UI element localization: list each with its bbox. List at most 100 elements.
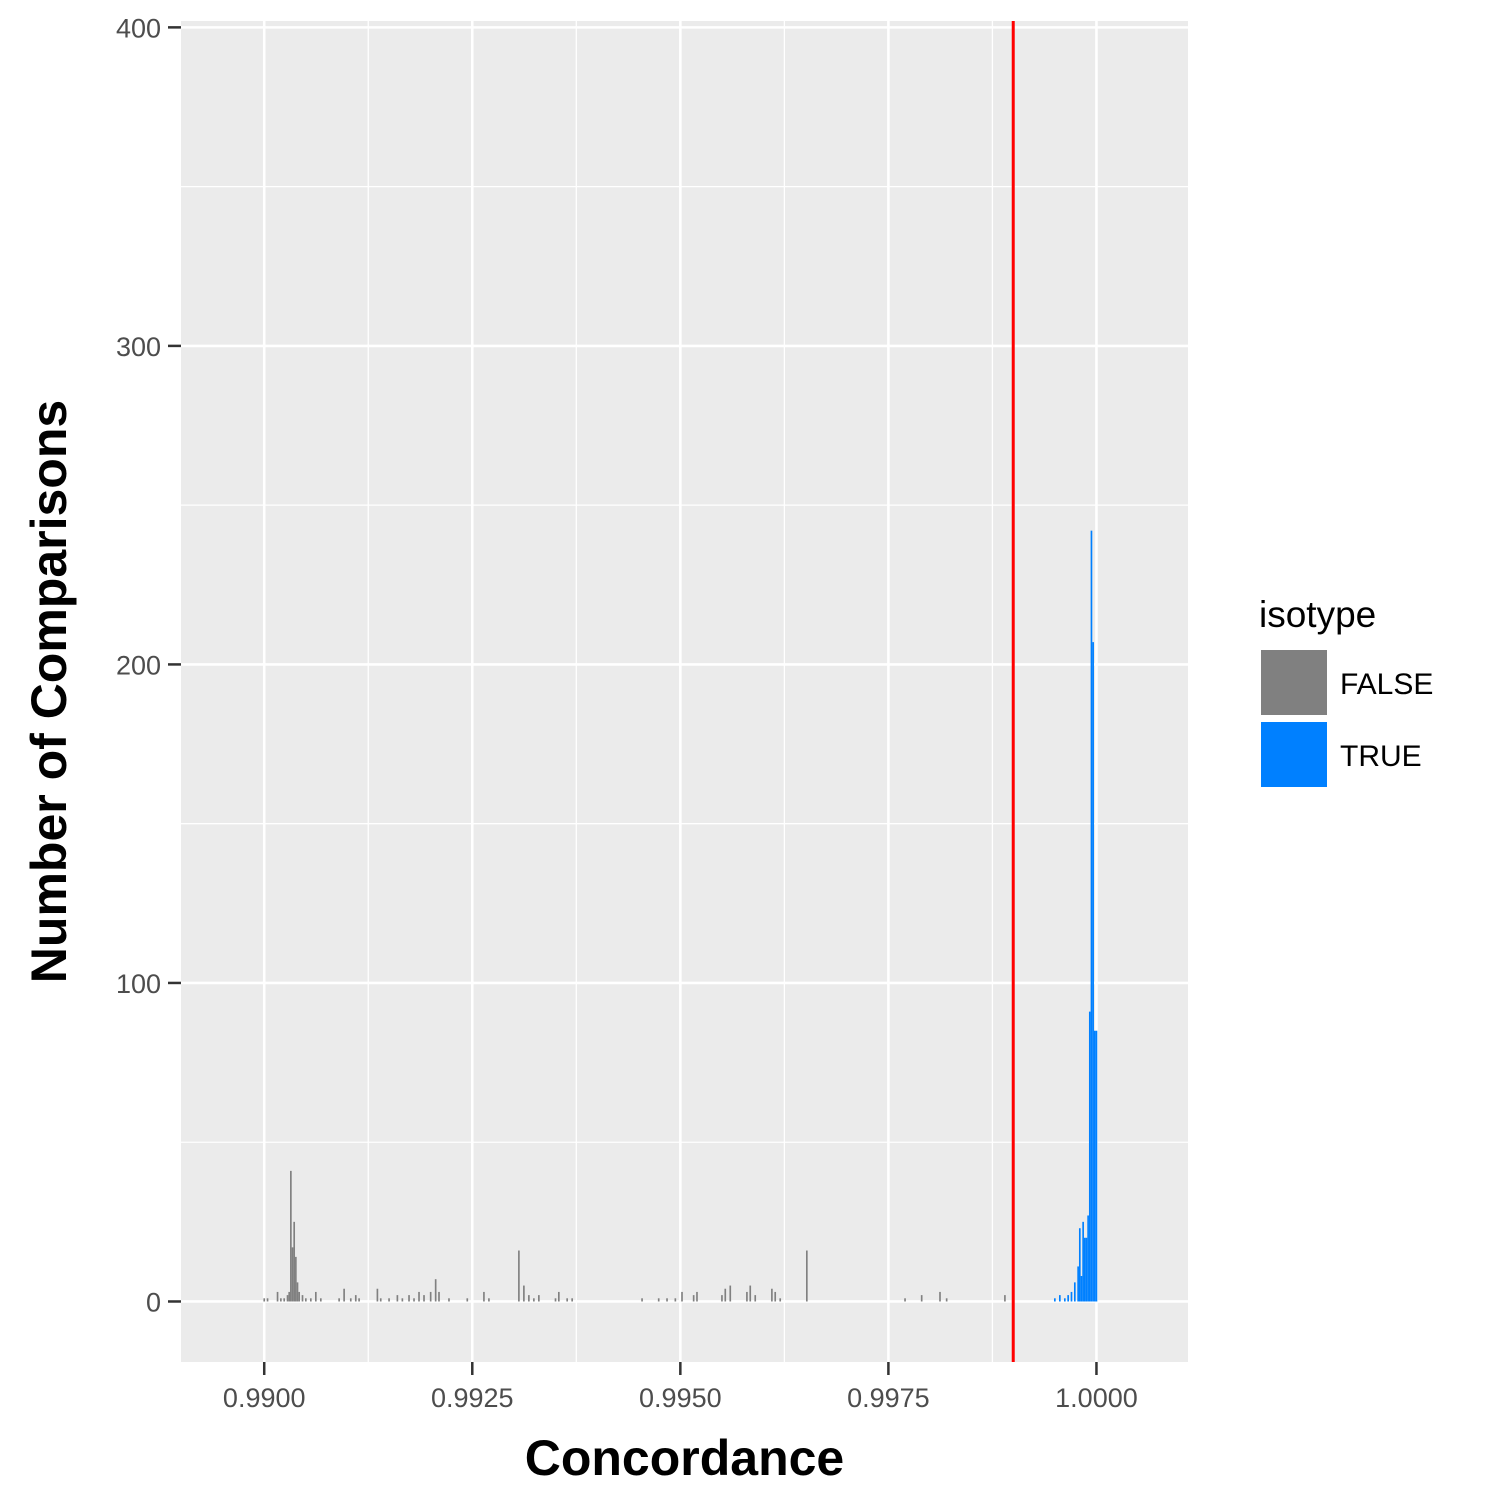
- histogram-bar: [1083, 1237, 1086, 1302]
- histogram-bar: [806, 1250, 808, 1302]
- histogram-bar: [1054, 1298, 1056, 1302]
- histogram-bar: [754, 1295, 757, 1302]
- histogram-bar: [554, 1298, 557, 1302]
- histogram-bar: [423, 1295, 425, 1302]
- histogram-bar: [1004, 1295, 1006, 1302]
- histogram-bar: [448, 1298, 450, 1302]
- histogram-bar: [309, 1298, 312, 1302]
- histogram-bar: [904, 1298, 906, 1302]
- histogram-bar: [408, 1295, 410, 1302]
- histogram-bar: [721, 1295, 723, 1302]
- histogram-bar: [434, 1279, 437, 1302]
- histogram-bar: [681, 1291, 683, 1302]
- histogram-bar: [488, 1298, 490, 1302]
- histogram-bar: [1077, 1266, 1079, 1302]
- histogram-bar: [296, 1282, 299, 1302]
- histogram-bar: [1070, 1291, 1073, 1302]
- histogram-bar: [1063, 1298, 1066, 1302]
- histogram-bar: [291, 1247, 294, 1302]
- histogram-bar: [1080, 1275, 1083, 1302]
- axes: 0 100 200 300 400 0.9900 0.9925 0.9950 0.9975 1.0…: [116, 13, 1138, 1413]
- legend-swatch-true: [1261, 722, 1327, 787]
- histogram-bar: [696, 1291, 698, 1302]
- histogram-bar: [920, 1295, 923, 1302]
- y-tick-label: 200: [116, 650, 161, 680]
- histogram-bar: [283, 1298, 286, 1302]
- legend: isotype FALSE TRUE: [1259, 594, 1433, 787]
- histogram-bar: [286, 1295, 289, 1302]
- histogram-bar: [413, 1298, 415, 1302]
- x-tick-label: 0.9975: [847, 1383, 930, 1413]
- histogram-bar: [746, 1291, 748, 1302]
- histogram-bar: [301, 1295, 304, 1302]
- histogram-bar: [401, 1298, 404, 1302]
- histogram-bar: [379, 1298, 382, 1302]
- histogram-bar: [657, 1298, 660, 1302]
- histogram-bar: [314, 1291, 317, 1302]
- histogram-bar: [305, 1298, 307, 1302]
- histogram-bar: [266, 1298, 269, 1302]
- histogram-bar: [1088, 1011, 1091, 1302]
- histogram-bar: [295, 1256, 297, 1302]
- histogram-bar: [263, 1298, 266, 1302]
- histogram-bar: [571, 1298, 573, 1302]
- histogram-bar: [771, 1288, 773, 1302]
- histogram-bar: [358, 1298, 360, 1302]
- y-tick-label: 300: [116, 332, 161, 362]
- legend-title: isotype: [1259, 594, 1376, 635]
- histogram-bar: [1095, 1030, 1098, 1302]
- histogram-bar: [558, 1291, 560, 1302]
- y-axis-title: Number of Comparisons: [21, 400, 77, 983]
- histogram-bar: [438, 1291, 440, 1302]
- histogram-bar: [290, 1170, 292, 1302]
- histogram-bar: [1093, 1030, 1096, 1302]
- x-axis-title: Concordance: [525, 1430, 845, 1486]
- histogram-bar: [729, 1285, 732, 1302]
- histogram-bar: [388, 1298, 390, 1302]
- x-tick-label: 1.0000: [1055, 1383, 1138, 1413]
- histogram-bar: [1059, 1295, 1061, 1302]
- x-tick-label: 0.9900: [223, 1383, 306, 1413]
- histogram-bar: [483, 1291, 485, 1302]
- histogram-bar: [1073, 1282, 1076, 1302]
- histogram-bar: [641, 1298, 643, 1302]
- histogram-bars: [263, 530, 1098, 1302]
- histogram-bar: [518, 1250, 520, 1302]
- histogram-bar: [418, 1291, 420, 1302]
- histogram-bar: [1087, 1215, 1089, 1302]
- histogram-bar: [276, 1291, 279, 1302]
- x-tick-label: 0.9925: [431, 1383, 514, 1413]
- histogram-bar: [1078, 1228, 1081, 1302]
- histogram-bar: [538, 1295, 540, 1302]
- histogram-bar: [674, 1298, 677, 1302]
- histogram-bar: [1090, 530, 1093, 1302]
- y-tick-label: 0: [146, 1287, 161, 1317]
- histogram-bar: [288, 1291, 291, 1302]
- histogram-bar: [338, 1298, 340, 1302]
- histogram-bar: [466, 1298, 469, 1302]
- histogram-bar: [376, 1288, 379, 1302]
- histogram-bar: [724, 1288, 727, 1302]
- histogram-bar: [1092, 642, 1094, 1302]
- y-tick-label: 100: [116, 969, 161, 999]
- plot-panel: [181, 21, 1188, 1362]
- legend-label-true: TRUE: [1340, 740, 1422, 773]
- histogram-bar: [349, 1298, 352, 1302]
- histogram-bar: [354, 1295, 357, 1302]
- histogram-bar: [1067, 1295, 1069, 1302]
- histogram-bar: [566, 1298, 568, 1302]
- y-tick-label: 400: [116, 13, 161, 43]
- histogram-bar: [1082, 1221, 1084, 1302]
- histogram-bar: [692, 1295, 695, 1302]
- x-tick-label: 0.9950: [639, 1383, 722, 1413]
- legend-swatch-false: [1261, 650, 1327, 715]
- histogram-bar: [779, 1298, 782, 1302]
- histogram-bar: [343, 1288, 345, 1302]
- histogram-bar: [319, 1298, 322, 1302]
- histogram-bar: [1085, 1237, 1088, 1302]
- histogram-bar: [945, 1298, 948, 1302]
- histogram-bar: [280, 1298, 282, 1302]
- histogram-bar: [774, 1291, 777, 1302]
- histogram-bar: [528, 1295, 530, 1302]
